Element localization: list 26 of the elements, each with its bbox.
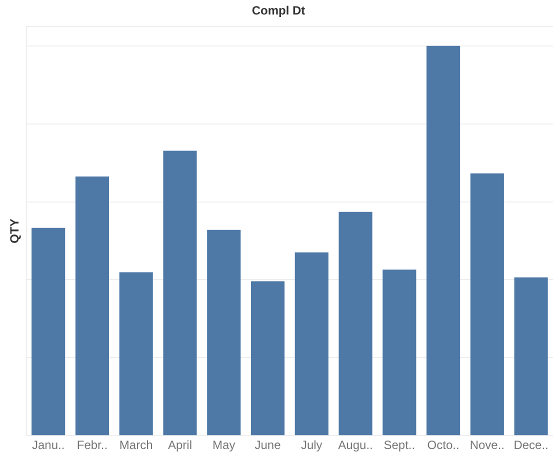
- y-axis-title: QTY: [8, 218, 22, 244]
- bar: [207, 230, 241, 436]
- x-tick-label: Octo..: [427, 438, 460, 452]
- bar: [75, 176, 110, 436]
- x-tick-label: May: [212, 438, 236, 452]
- chart-title: Compl Dt: [252, 4, 306, 18]
- x-tick-label: Nove..: [470, 438, 505, 452]
- bar: [338, 212, 372, 436]
- bar: [470, 173, 504, 436]
- x-tick-label: June: [254, 438, 282, 452]
- bar: [32, 228, 66, 436]
- x-tick-label: Dece..: [514, 438, 548, 452]
- x-tick-label: March: [119, 438, 153, 452]
- bar: [294, 252, 328, 436]
- bar: [119, 272, 153, 436]
- bar: [426, 46, 460, 436]
- x-tick-label: Janu..: [32, 438, 65, 452]
- bar: [514, 277, 548, 436]
- x-tick-label: Sept..: [384, 438, 416, 452]
- bar: [250, 281, 285, 436]
- x-tick-label: July: [300, 438, 322, 452]
- x-tick-label: April: [168, 438, 192, 452]
- bar: [382, 270, 416, 436]
- x-tick-label: Febr..: [76, 438, 108, 452]
- bar: [163, 150, 197, 436]
- x-tick-label: Augu..: [338, 438, 373, 452]
